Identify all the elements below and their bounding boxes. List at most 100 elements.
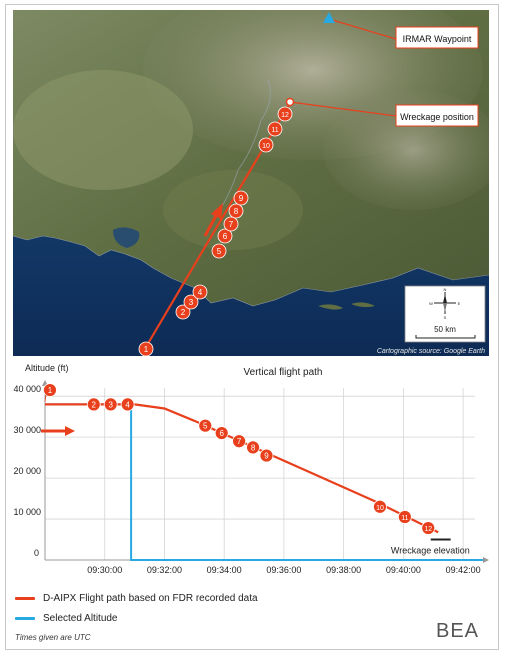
island (351, 302, 375, 308)
wreckage-callout-line (289, 101, 397, 117)
map-marker-4: 4 (192, 284, 208, 300)
selected-altitude-line (45, 403, 483, 561)
legend-item-selected-altitude: Selected Altitude (15, 610, 118, 626)
legend-label-selected-altitude: Selected Altitude (43, 612, 118, 624)
svg-text:S: S (444, 315, 447, 320)
waypoint-callout-line (328, 18, 397, 40)
island (318, 304, 343, 310)
svg-text:5: 5 (217, 247, 222, 256)
direction-arrow (203, 203, 223, 237)
map-marker-1: 1 (138, 341, 154, 356)
legend-swatch-selected-altitude (15, 616, 35, 620)
chart-title: Vertical flight path (244, 367, 323, 378)
svg-text:E: E (458, 301, 461, 306)
y-tick-label: 40 000 (13, 384, 41, 394)
chart-marker-label: 10 (376, 505, 384, 512)
x-tick-label: 09:40:00 (386, 565, 421, 575)
utc-note: Times given are UTC (15, 633, 91, 642)
legend-label-flight-path: D-AIPX Flight path based on FDR recorded… (43, 592, 258, 604)
map-marker-11: 11 (267, 121, 283, 137)
chart-series (45, 403, 483, 561)
chart-marker-label: 3 (108, 400, 113, 409)
map-marker-10: 10 (258, 137, 274, 153)
chart-marker-label: 6 (219, 429, 224, 438)
map-marker-12: 12 (277, 106, 293, 122)
chart-marker-label: 1 (48, 386, 53, 395)
svg-text:7: 7 (229, 220, 234, 229)
y-tick-label: 20 000 (13, 466, 41, 476)
chart-marker-5 (198, 418, 213, 433)
x-tick-label: 09:34:00 (207, 565, 242, 575)
wreckage-elevation-label: Wreckage elevation (391, 546, 470, 556)
x-axis-arrow-icon (483, 557, 489, 563)
svg-text:W: W (429, 301, 433, 306)
map-marker-2: 2 (175, 304, 191, 320)
chart-marker-label: 9 (264, 452, 269, 461)
x-tick-label: 09:36:00 (266, 565, 301, 575)
chart-marker-3 (103, 397, 118, 412)
satellite-map: IRMAR Waypoint Wreckage position 1 2 3 4… (13, 10, 489, 356)
svg-text:4: 4 (198, 288, 203, 297)
svg-text:12: 12 (281, 112, 289, 119)
wreckage-elevation-group: Wreckage elevation (391, 538, 470, 556)
chart-marker-label: 11 (401, 515, 408, 522)
legend-item-flight-path: D-AIPX Flight path based on FDR recorded… (15, 590, 258, 606)
chart-marker-4 (120, 397, 135, 412)
svg-text:N: N (444, 287, 447, 292)
waypoint-label-box (395, 26, 479, 49)
chart-axes: 0 10 000 20 000 30 000 40 000 09:30:00 09:32:0… (13, 380, 489, 575)
river (212, 79, 271, 221)
svg-text:10: 10 (262, 143, 270, 150)
scale-bar (415, 335, 476, 339)
svg-text:11: 11 (271, 127, 278, 134)
chart-marker-11 (397, 510, 412, 524)
phase-arrow (41, 426, 75, 436)
waypoint-triangle-icon (323, 12, 335, 23)
x-tick-label: 09:30:00 (87, 565, 122, 575)
scale-label: 50 km (434, 325, 456, 334)
chart-marker-12 (421, 521, 436, 535)
etang-de-berre (113, 227, 140, 248)
chart-marker-label: 12 (424, 526, 432, 533)
chart-marker-label: 4 (125, 400, 130, 409)
x-tick-label: 09:42:00 (446, 565, 481, 575)
chart-marker-1 (43, 383, 57, 397)
map-marker-3: 3 (183, 294, 199, 310)
chart-marker-label: 5 (203, 422, 208, 431)
chart-marker-label: 8 (251, 443, 256, 452)
compass-rose-icon: N S W E (429, 287, 461, 320)
chart-marker-label: 7 (237, 437, 242, 446)
map-markers: 1 2 3 4 5 6 7 8 9 10 11 12 (138, 106, 293, 356)
chart-marker-10 (373, 499, 387, 514)
chart-marker-9 (259, 448, 274, 463)
svg-text:3: 3 (189, 298, 194, 307)
map-marker-8: 8 (228, 203, 244, 219)
svg-text:9: 9 (239, 194, 244, 203)
waypoint-label: IRMAR Waypoint (403, 34, 472, 44)
map-marker-9: 9 (233, 190, 249, 206)
wreckage-label-box (395, 104, 479, 127)
y-tick-label: 10 000 (13, 507, 41, 517)
chart-marker-2 (86, 397, 101, 412)
chart-marker-7 (232, 434, 247, 449)
compass-scale-box: N S W E 50 km (404, 285, 486, 343)
chart-marker-6 (214, 426, 229, 440)
svg-text:8: 8 (234, 207, 239, 216)
vertical-flight-path-chart: Vertical flight path Altitude (ft) 0 10 0… (13, 363, 489, 575)
x-tick-label: 09:38:00 (326, 565, 361, 575)
y-axis-label: Altitude (ft) (25, 363, 69, 373)
svg-text:1: 1 (144, 345, 149, 354)
chart-grid (45, 388, 475, 560)
x-tick-label: 09:32:00 (147, 565, 182, 575)
map-marker-6: 6 (217, 228, 233, 244)
bea-logo: BEA (436, 620, 480, 642)
chart-marker-1-leader (44, 394, 47, 402)
y-tick-label: 0 (34, 548, 39, 558)
svg-text:2: 2 (181, 308, 186, 317)
map-source: Cartographic source: Google Earth (377, 348, 485, 355)
wreckage-label: Wreckage position (400, 112, 474, 122)
chart-marker-8 (246, 440, 260, 455)
plain-area (13, 70, 193, 190)
map-marker-7: 7 (223, 216, 239, 232)
